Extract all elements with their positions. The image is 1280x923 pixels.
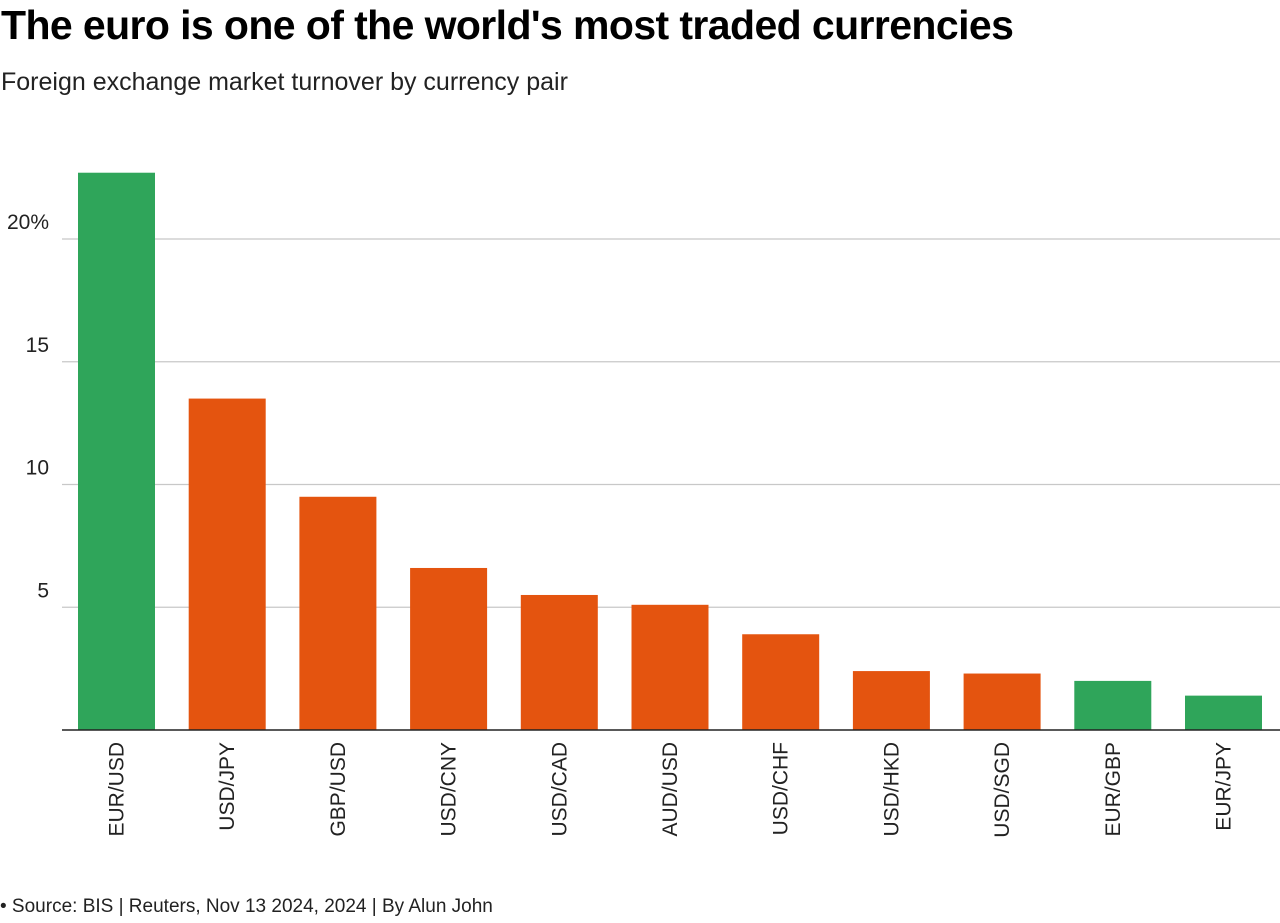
x-category-label: GBP/USD: [327, 742, 350, 837]
x-category-label: USD/JPY: [216, 742, 239, 831]
bar-usd-sgd: [963, 673, 1041, 730]
bar-usd-cny: [410, 567, 488, 730]
chart-title: The euro is one of the world's most trad…: [1, 2, 1014, 48]
bars: [78, 172, 1262, 731]
y-tick-label: 15: [26, 334, 49, 357]
bar-eur-jpy: [1185, 695, 1262, 730]
x-axis-labels: EUR/USD USD/JPY GBP/USD USD/CNY USD/CAD AUD/U…: [106, 742, 1236, 838]
bar-aud-usd: [631, 604, 709, 730]
x-category-label: USD/CNY: [438, 742, 461, 837]
bar-gbp-usd: [299, 496, 377, 730]
bar-eur-usd: [78, 172, 155, 731]
x-category-label: USD/CHF: [770, 742, 793, 835]
x-category-label: EUR/JPY: [1213, 742, 1236, 831]
chart-subtitle: Foreign exchange market turnover by curr…: [1, 68, 568, 96]
x-category-label: USD/HKD: [880, 742, 903, 837]
bar-eur-gbp: [1074, 680, 1152, 730]
source-note: • Source: BIS | Reuters, Nov 13 2024, 20…: [0, 896, 493, 917]
x-category-label: EUR/GBP: [1102, 742, 1125, 837]
y-tick-label: 20%: [7, 211, 49, 234]
y-tick-label: 5: [37, 579, 49, 602]
x-category-label: AUD/USD: [659, 742, 682, 837]
y-tick-label: 10: [26, 457, 49, 480]
bar-usd-hkd: [852, 671, 930, 730]
bar-usd-cad: [520, 594, 598, 730]
bar-usd-jpy: [188, 398, 266, 730]
x-category-label: USD/CAD: [548, 742, 571, 837]
bar-usd-chf: [742, 634, 820, 730]
x-category-label: USD/SGD: [991, 742, 1014, 838]
x-category-label: EUR/USD: [106, 742, 129, 837]
y-axis-ticks: 5 10 15 20%: [7, 211, 49, 602]
